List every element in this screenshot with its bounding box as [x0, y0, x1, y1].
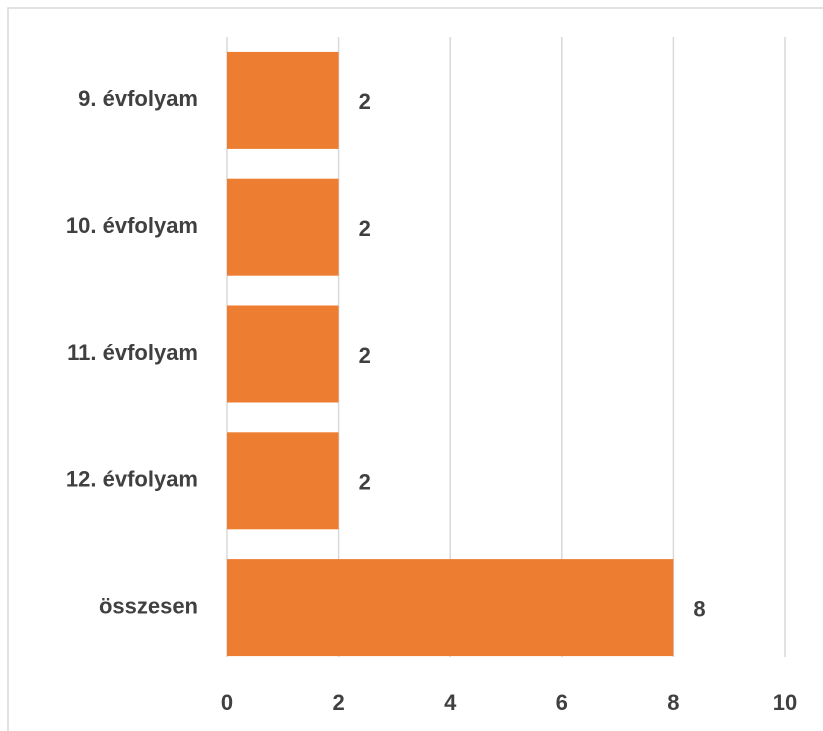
data-label: 2 — [359, 89, 371, 114]
bar — [227, 178, 339, 276]
y-tick-label: 12. évfolyam — [66, 467, 198, 492]
x-tick-label: 4 — [444, 690, 457, 715]
y-tick-label: 9. évfolyam — [78, 86, 198, 111]
data-label: 2 — [359, 216, 371, 241]
bar — [227, 432, 339, 530]
x-tick-label: 0 — [221, 690, 233, 715]
x-tick-label: 6 — [556, 690, 568, 715]
y-tick-label: 11. évfolyam — [67, 340, 198, 365]
x-tick-label: 2 — [332, 690, 344, 715]
chart-border — [7, 7, 823, 731]
bar — [227, 51, 339, 149]
bar — [227, 559, 674, 657]
data-label: 2 — [359, 470, 371, 495]
y-tick-label: 10. évfolyam — [66, 213, 198, 238]
data-label: 2 — [359, 343, 371, 368]
y-tick-label: összesen — [99, 593, 198, 618]
data-label: 8 — [693, 596, 705, 621]
x-tick-label: 10 — [773, 690, 797, 715]
x-tick-label: 8 — [667, 690, 679, 715]
bar — [227, 305, 339, 403]
